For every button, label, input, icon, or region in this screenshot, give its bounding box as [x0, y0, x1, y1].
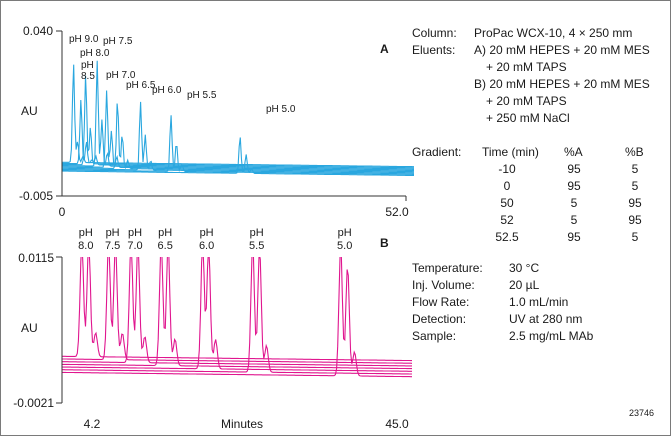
column-value: ProPac WCX-10, 4 × 250 mm — [474, 26, 633, 40]
param-label-sample: Sample: — [412, 329, 457, 343]
label-b-ph-7-5-ph: pH — [106, 227, 120, 239]
trace-b-ph-7-5 — [62, 257, 412, 364]
eluent-line-4: + 20 mM TAPS — [486, 94, 567, 108]
gradient-header-b: %B — [625, 145, 644, 159]
eluent-line-3: B) 20 mM HEPES + 20 mM MES — [474, 77, 650, 91]
panel-b-letter: B — [380, 236, 389, 250]
gradient-cell-r4-c2: 5 — [631, 230, 639, 244]
gradient-cell-r1-c2: 5 — [631, 179, 639, 193]
gradient-label: Gradient: — [412, 145, 462, 159]
trace-b-ph-6-0 — [62, 257, 412, 372]
gradient-cell-r2-c2: 95 — [628, 196, 642, 210]
label-b-ph-8-0-ph: pH — [79, 227, 93, 239]
param-label-flow-rate: Flow Rate: — [412, 295, 470, 309]
figure-id: 23746 — [629, 408, 654, 418]
gradient-cell-r4-c1: 95 — [567, 230, 581, 244]
panel-a: 0.040 -0.005 AU 0 52.0 A pH 9.0 pH 8.0 p… — [19, 24, 414, 219]
gradient-header-time: Time (min) — [482, 145, 539, 159]
panel-a-xtick-label-right: 52.0 — [385, 205, 409, 219]
label-b-ph-6-5-ph: pH — [158, 227, 172, 239]
trace-a-ph-5-5 — [62, 115, 414, 175]
eluents-label: Eluents: — [412, 43, 456, 57]
param-value-inj-volume: 20 µL — [509, 278, 540, 292]
trace-b-ph-5-0 — [62, 257, 412, 378]
label-b-ph-5-5-value: 5.5 — [249, 240, 264, 252]
label-b-ph-7-5-value: 7.5 — [105, 240, 120, 252]
param-value-sample: 2.5 mg/mL MAb — [509, 329, 594, 343]
trace-a-ph-6-0 — [62, 101, 414, 174]
eluent-line-1: A) 20 mM HEPES + 20 mM MES — [474, 43, 650, 57]
label-b-ph-6-0-ph: pH — [200, 227, 214, 239]
panel-b-series-group — [62, 257, 412, 378]
label-a-ph75: pH 7.5 — [103, 36, 133, 47]
trace-a-ph-6-5 — [62, 103, 414, 173]
gradient-cell-r1-c0: 0 — [503, 179, 511, 193]
param-value-temperature: 30 °C — [509, 261, 540, 275]
trace-b-ph-8-0 — [62, 257, 412, 362]
gradient-cell-r0-c1: 95 — [567, 162, 581, 176]
param-label-inj-volume: Inj. Volume: — [412, 278, 475, 292]
label-b-ph-8-0-value: 8.0 — [78, 240, 93, 252]
panel-a-xtick-label-left: 0 — [59, 205, 66, 219]
label-a-ph70: pH 7.0 — [106, 70, 136, 81]
panel-b-ytick-label-top: 0.0115 — [18, 251, 54, 265]
gradient-header-a: %A — [564, 145, 583, 159]
panel-a-letter: A — [380, 42, 389, 56]
label-b-ph-7-0-value: 7.0 — [127, 240, 142, 252]
panel-a-peak-labels: pH 9.0 pH 8.0 pH 7.5 pH 8.5 pH 7.0 pH 6.… — [69, 34, 296, 115]
panel-b: 0.0115 -0.0021 AU 4.2 45.0 Minutes B pH8… — [13, 227, 412, 431]
panel-b-xtick-label-left: 4.2 — [84, 417, 101, 431]
label-a-ph55: pH 5.5 — [187, 90, 217, 101]
gradient-table: Gradient: Time (min) %A %B -10 95 5 0 95 5 50 5… — [412, 145, 662, 255]
label-a-ph85-line1: pH — [81, 60, 94, 71]
gradient-cell-r2-c0: 50 — [500, 196, 514, 210]
param-label-detection: Detection: — [412, 312, 467, 326]
label-a-ph85-line2: 8.5 — [81, 71, 95, 82]
label-a-ph50: pH 5.0 — [266, 104, 296, 115]
gradient-cell-r4-c0: 52.5 — [495, 230, 519, 244]
label-b-ph-5-5-ph: pH — [250, 227, 264, 239]
eluent-line-5: + 250 mM NaCl — [486, 111, 570, 125]
gradient-cell-r3-c0: 52 — [500, 213, 514, 227]
eluent-line-2: + 20 mM TAPS — [486, 60, 567, 74]
panel-b-xlabel: Minutes — [221, 417, 263, 431]
trace-b-ph-7-0 — [62, 257, 412, 367]
label-a-ph60: pH 6.0 — [152, 85, 182, 96]
label-b-ph-6-5-value: 6.5 — [158, 240, 173, 252]
gradient-cell-r0-c2: 5 — [631, 162, 639, 176]
panel-b-xtick-label-right: 45.0 — [385, 417, 409, 431]
label-a-ph80: pH 8.0 — [80, 48, 110, 59]
trace-a-ph-5-0 — [62, 137, 414, 177]
trace-b-ph-5-5 — [62, 257, 412, 375]
trace-b-ph-6-5 — [62, 257, 412, 370]
label-b-ph-6-0-value: 6.0 — [199, 240, 214, 252]
gradient-cell-r1-c1: 95 — [567, 179, 581, 193]
label-b-ph-7-0-ph: pH — [128, 227, 142, 239]
trace-a-ph-8-0 — [62, 75, 414, 170]
panel-b-ylabel: AU — [21, 321, 38, 335]
label-a-ph90: pH 9.0 — [69, 34, 99, 45]
panel-a-series-group — [62, 60, 414, 177]
label-a-ph65: pH 6.5 — [126, 80, 156, 91]
parameters-list: Temperature: 30 °C Inj. Volume: 20 µL Flow R… — [412, 261, 662, 351]
gradient-cell-r3-c2: 95 — [628, 213, 642, 227]
label-b-ph-5-0-ph: pH — [338, 227, 352, 239]
column-label: Column: — [412, 26, 457, 40]
gradient-cell-r0-c0: -10 — [498, 162, 516, 176]
panel-b-ytick-label-bottom: -0.0021 — [13, 396, 54, 410]
param-value-detection: UV at 280 nm — [509, 312, 583, 326]
param-label-temperature: Temperature: — [412, 261, 483, 275]
gradient-cell-r3-c1: 5 — [570, 213, 578, 227]
panel-a-ytick-label-bottom: -0.005 — [19, 189, 53, 203]
label-b-ph-5-0-value: 5.0 — [337, 240, 352, 252]
param-value-flow-rate: 1.0 mL/min — [509, 295, 569, 309]
panel-a-ylabel: AU — [21, 104, 38, 118]
gradient-cell-r2-c1: 5 — [570, 196, 578, 210]
panel-a-ytick-label-top: 0.040 — [23, 24, 53, 38]
